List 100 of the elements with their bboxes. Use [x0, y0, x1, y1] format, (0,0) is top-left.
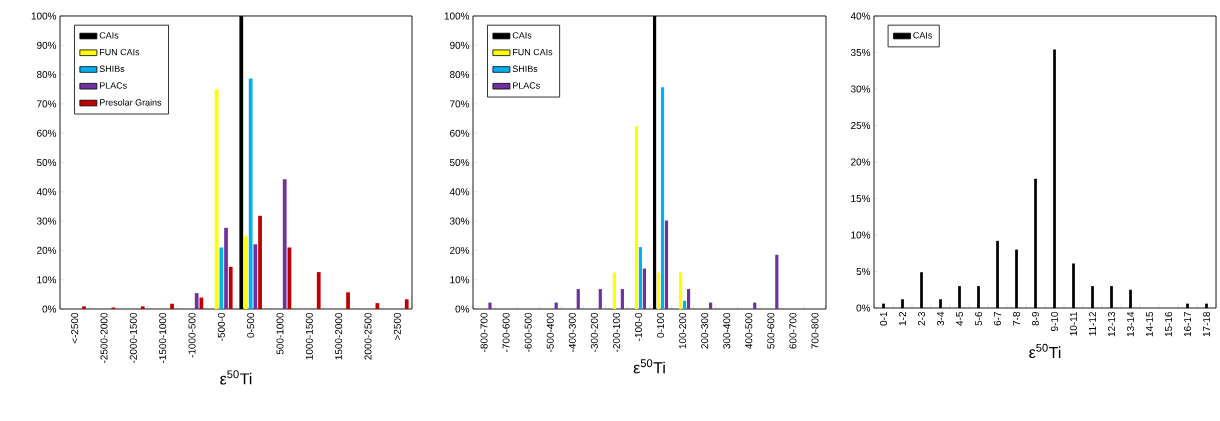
x-tick-label: 15-16: [1164, 311, 1173, 337]
y-tick-label: 100%: [31, 12, 57, 20]
x-tick-label: 9-10: [1050, 311, 1059, 331]
y-tick-label: 0%: [856, 304, 871, 312]
bar: [775, 254, 779, 309]
x-tick-label: 500-600: [767, 312, 775, 349]
x-tick-label: 6-7: [993, 312, 1002, 326]
bar: [753, 302, 757, 309]
bar: [258, 215, 262, 309]
x-tick-label: 600-700: [789, 312, 797, 349]
bar: [612, 272, 617, 309]
x-tick-label: -500-0: [217, 312, 225, 341]
x-tick-label: 14-15: [1146, 311, 1153, 337]
x-tick-label: -800-700: [480, 312, 488, 352]
y-tick-label: 40%: [850, 12, 871, 20]
x-tick-label: 12-13: [1107, 311, 1116, 337]
y-tick-label: 40%: [36, 188, 57, 196]
x-tick-label: 4-5: [956, 311, 963, 326]
bar: [194, 293, 199, 309]
y-tick-label: 80%: [36, 71, 57, 79]
x-tick-label: -2500-2000: [100, 312, 108, 364]
bar: [228, 266, 233, 309]
bar: [488, 302, 492, 309]
y-tick-label: 30%: [36, 217, 57, 225]
x-tick-label: 13-14: [1126, 311, 1135, 337]
bar: [642, 268, 647, 309]
y-tick-label: 90%: [37, 41, 57, 49]
x-tick-label: -400-300: [568, 312, 576, 352]
y-tick-label: 40%: [449, 188, 470, 196]
legend-label: CAIs: [512, 32, 532, 39]
x-tick-label: 1-2: [899, 312, 906, 326]
x-tick-label: 11-12: [1089, 312, 1096, 336]
bar: [664, 220, 669, 309]
x-tick-label: 300-400: [723, 312, 731, 349]
x-tick-label: 2-3: [917, 311, 926, 326]
x-tick-label: -300-200: [590, 312, 598, 352]
x-tick-label: -100-0: [634, 312, 642, 341]
y-tick-label: 20%: [37, 246, 57, 254]
bar: [170, 303, 174, 309]
y-tick-label: 10%: [851, 231, 871, 239]
bar: [316, 272, 321, 309]
x-tick-label: -2000-1500: [129, 312, 137, 364]
x-tick-label: >2500: [393, 312, 401, 341]
y-tick-label: 90%: [450, 41, 470, 49]
bar: [598, 289, 602, 309]
x-tick-label: 0-100: [657, 312, 665, 338]
x-tick-label: -700-600: [502, 312, 510, 352]
y-tick-label: 0%: [455, 305, 470, 313]
y-tick-label: 60%: [450, 129, 470, 137]
x-tick-label: 1000-1500: [305, 312, 313, 360]
y-tick-label: 15%: [851, 194, 871, 202]
bar: [248, 78, 253, 309]
x-tick-label: 8-9: [1031, 311, 1040, 326]
x-tick-label: 100-200: [679, 312, 687, 349]
x-tick-label: 200-300: [701, 312, 709, 349]
legend-label: SHIBs: [512, 65, 538, 72]
y-tick-label: 5%: [856, 267, 871, 275]
bar: [404, 299, 409, 309]
y-tick-label: 20%: [851, 158, 871, 166]
y-tick-label: 70%: [450, 100, 470, 108]
bar: [660, 87, 665, 309]
y-tick-label: 50%: [449, 158, 470, 167]
bar: [224, 227, 228, 309]
x-tick-label: 500-1000: [276, 312, 284, 355]
x-tick-label: 10-11: [1069, 312, 1078, 336]
bar: [219, 247, 224, 309]
x-tick-label: -1000-500: [188, 312, 196, 358]
legend-label: CAIs: [99, 32, 119, 39]
y-tick-label: 25%: [851, 121, 871, 130]
x-tick-label: 16-17: [1183, 312, 1192, 337]
x-axis-title: ε$^{50}$Ti: [220, 370, 252, 385]
y-tick-label: 0%: [42, 305, 57, 313]
legend-label: Presolar Grains: [99, 99, 162, 106]
x-tick-label: 17-18: [1202, 311, 1211, 337]
bar: [679, 272, 683, 309]
y-tick-label: 70%: [37, 100, 57, 108]
bar: [709, 302, 713, 309]
bar: [686, 289, 691, 309]
bar: [638, 247, 643, 309]
bar: [656, 272, 661, 309]
x-tick-label: 5-6: [974, 311, 983, 326]
x-tick-label: -1500-1000: [159, 312, 167, 364]
x-axis-title: ε$^{50}$Ti: [633, 359, 665, 374]
x-tick-label: -600-500: [524, 312, 532, 352]
bar: [554, 302, 558, 309]
y-tick-label: 30%: [850, 85, 871, 93]
x-tick-label: -500-400: [546, 312, 554, 352]
x-tick-label: 2000-2500: [364, 312, 372, 360]
x-tick-label: 7-8: [1012, 311, 1021, 326]
bar: [576, 289, 580, 309]
legend-label: SHIBs: [99, 65, 125, 72]
x-tick-label: 400-500: [745, 312, 753, 349]
y-tick-label: 100%: [444, 12, 470, 20]
bar: [214, 89, 219, 309]
legend-label: PLACs: [513, 82, 540, 89]
x-tick-label: 700-800: [811, 312, 819, 349]
legend-label: FUN CAIs: [513, 48, 553, 56]
y-tick-label: 30%: [449, 217, 470, 225]
x-tick-label: <-2500: [71, 312, 79, 344]
y-tick-label: 20%: [450, 246, 470, 254]
